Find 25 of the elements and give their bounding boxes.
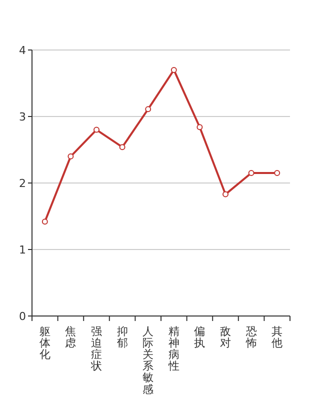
x-tick-label: 其他	[272, 325, 283, 350]
y-tick-label: 4	[19, 44, 26, 57]
point	[145, 106, 152, 112]
point	[222, 191, 228, 198]
point	[274, 170, 280, 176]
x-tick-label: 恐怖	[244, 325, 257, 350]
y-tick-label: 1	[19, 243, 26, 256]
point	[42, 218, 48, 225]
x-tick-label: 躯体化	[39, 325, 50, 362]
x-tick-label: 精神病性	[167, 325, 180, 373]
x-tick-label: 偏执	[194, 325, 206, 350]
x-tick-label: 抑郁	[116, 325, 128, 350]
x-tick-label: 强迫症状	[90, 325, 102, 373]
point	[170, 66, 177, 73]
y-tick-label: 0	[19, 310, 26, 323]
y-tick-label: 2	[19, 176, 26, 190]
point	[119, 144, 126, 150]
point	[196, 124, 203, 130]
point	[68, 153, 74, 160]
point	[248, 170, 254, 176]
y-tick-label: 3	[19, 110, 26, 124]
x-tick-label: 焦虑	[65, 325, 76, 350]
x-tick-label: 敌对	[220, 325, 231, 350]
x-tick-label: 人际关系敏感	[142, 325, 154, 396]
point	[94, 126, 100, 133]
